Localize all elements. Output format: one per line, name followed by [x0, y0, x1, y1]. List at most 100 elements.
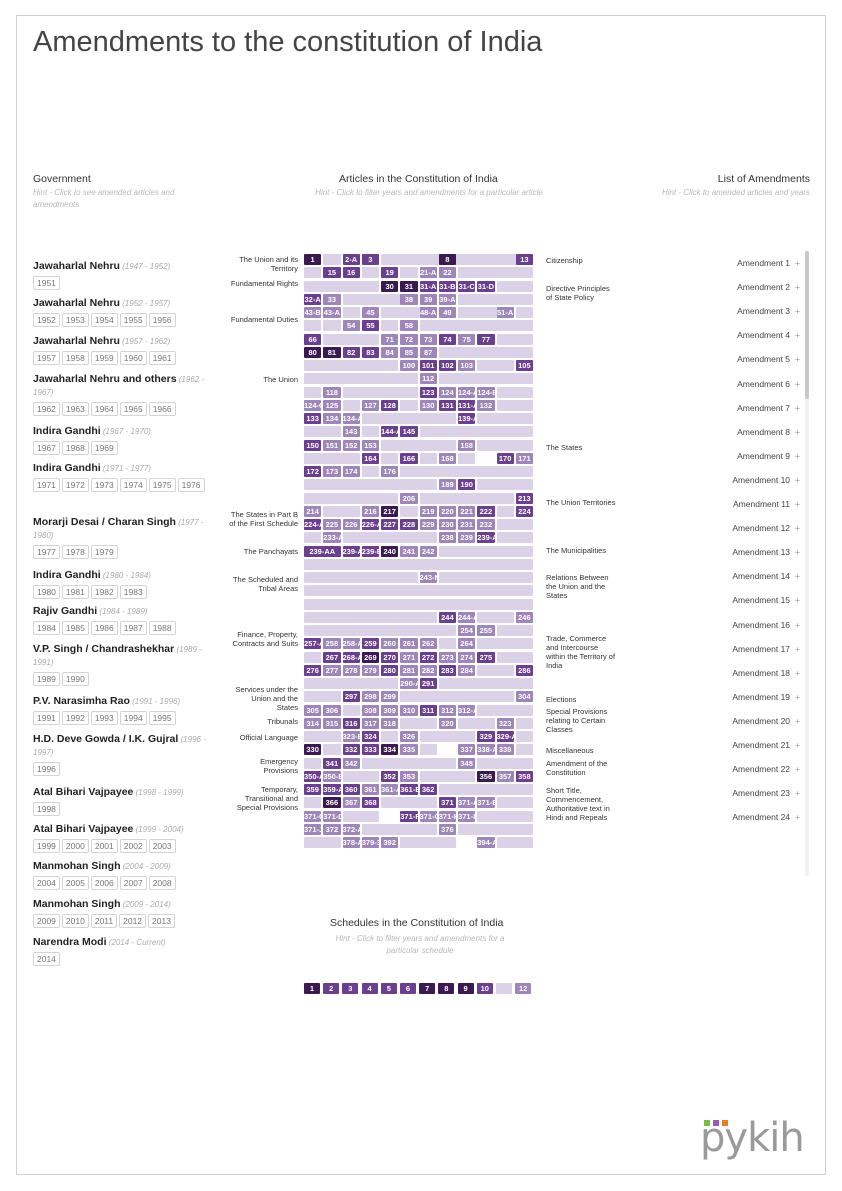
- article-cell[interactable]: 139-A: [458, 413, 476, 424]
- article-cell-empty[interactable]: [381, 797, 437, 809]
- article-cell-empty[interactable]: [361, 267, 379, 279]
- article-cell[interactable]: 333: [361, 744, 379, 756]
- article-cell-empty[interactable]: [304, 492, 399, 504]
- plus-icon[interactable]: +: [795, 691, 800, 702]
- article-cell[interactable]: 83: [361, 346, 379, 358]
- government-name[interactable]: H.D. Deve Gowda / I.K. Gujral (1996 - 19…: [33, 733, 213, 759]
- article-cell-empty[interactable]: [323, 505, 360, 517]
- article-cell[interactable]: 77: [477, 333, 495, 345]
- article-cell[interactable]: 368: [361, 797, 379, 809]
- article-cell[interactable]: 232: [477, 519, 495, 530]
- year-button[interactable]: 1966: [148, 402, 176, 416]
- article-cell[interactable]: 80: [304, 346, 322, 358]
- article-cell[interactable]: 311: [419, 704, 437, 716]
- plus-icon[interactable]: +: [795, 426, 800, 437]
- article-cell[interactable]: 150: [304, 439, 322, 451]
- article-cell-empty[interactable]: [304, 479, 437, 491]
- article-cell[interactable]: 134: [323, 413, 341, 424]
- article-cell-empty[interactable]: [342, 704, 360, 716]
- year-button[interactable]: 1975: [148, 478, 176, 492]
- article-cell[interactable]: 304: [515, 691, 533, 703]
- article-cell[interactable]: 15: [323, 267, 341, 279]
- article-cell-empty[interactable]: [361, 823, 437, 835]
- article-cell[interactable]: 308: [361, 704, 379, 716]
- year-button[interactable]: 1960: [119, 351, 147, 365]
- article-cell[interactable]: 22: [438, 267, 456, 279]
- year-button[interactable]: 1956: [148, 313, 176, 327]
- amendment-item[interactable]: Amendment 11 +: [733, 499, 800, 509]
- article-cell[interactable]: 284: [458, 664, 476, 676]
- article-cell[interactable]: 335: [400, 744, 418, 756]
- article-cell[interactable]: 371-J: [304, 823, 322, 835]
- article-cell-empty[interactable]: [361, 426, 379, 438]
- article-cell[interactable]: 43-B: [304, 307, 322, 318]
- article-cell-empty[interactable]: [304, 452, 360, 464]
- year-button[interactable]: 1989: [33, 672, 60, 686]
- amendment-item[interactable]: Amendment 1 +: [737, 258, 800, 268]
- article-cell[interactable]: 128: [381, 399, 399, 411]
- plus-icon[interactable]: +: [795, 330, 800, 341]
- article-cell[interactable]: 85: [400, 346, 418, 358]
- year-button[interactable]: 2014: [33, 952, 60, 966]
- article-cell[interactable]: 341: [323, 757, 341, 769]
- article-cell-empty[interactable]: [419, 320, 533, 332]
- article-cell[interactable]: 282: [419, 664, 437, 676]
- year-button[interactable]: 1986: [90, 621, 118, 635]
- article-cell-empty[interactable]: [342, 770, 379, 782]
- article-cell[interactable]: 371-F: [400, 810, 418, 822]
- article-cell[interactable]: 31-D: [477, 280, 495, 292]
- year-button[interactable]: 1992: [61, 711, 89, 725]
- article-cell[interactable]: 272: [419, 651, 437, 663]
- article-cell[interactable]: 71: [381, 333, 399, 345]
- article-cell-empty[interactable]: [361, 757, 456, 769]
- article-cell-empty[interactable]: [342, 810, 379, 822]
- article-cell[interactable]: 359-A: [323, 784, 341, 795]
- plus-icon[interactable]: +: [795, 306, 800, 317]
- year-button[interactable]: 1968: [61, 441, 89, 455]
- article-cell[interactable]: 356: [477, 770, 495, 782]
- year-button[interactable]: 2009: [33, 914, 60, 928]
- year-button[interactable]: 1963: [61, 402, 89, 416]
- article-cell-empty[interactable]: [304, 651, 322, 663]
- government-item[interactable]: Manmohan Singh (2009 - 2014) 2009 2010 2011…: [33, 898, 213, 929]
- article-cell[interactable]: 280: [381, 664, 399, 676]
- year-button[interactable]: 1999: [33, 839, 60, 853]
- article-cell[interactable]: 226-A: [361, 519, 379, 530]
- article-cell-empty[interactable]: [496, 651, 533, 663]
- article-cell[interactable]: 243-M: [419, 572, 437, 583]
- article-cell-empty[interactable]: [458, 307, 514, 318]
- year-button[interactable]: 1961: [148, 351, 176, 365]
- government-item[interactable]: Indira Gandhi (1967 - 1970) 1967 1968 1969: [33, 425, 213, 456]
- amendment-item[interactable]: Amendment 6 +: [737, 379, 800, 389]
- year-button[interactable]: 2006: [90, 876, 118, 890]
- article-cell-empty[interactable]: [438, 346, 533, 358]
- article-cell[interactable]: 101: [419, 360, 437, 371]
- year-button[interactable]: 1972: [61, 478, 89, 492]
- year-button[interactable]: 1967: [33, 441, 60, 455]
- article-cell[interactable]: 367: [342, 797, 360, 809]
- article-cell[interactable]: 224-A: [304, 519, 322, 530]
- article-cell-empty[interactable]: [323, 744, 341, 756]
- article-cell[interactable]: 310: [400, 704, 418, 716]
- article-cell[interactable]: 371-B: [477, 797, 495, 809]
- article-cell[interactable]: 127: [361, 399, 379, 411]
- article-cell-empty[interactable]: [381, 439, 456, 451]
- article-cell-empty[interactable]: [496, 333, 533, 345]
- article-cell-empty[interactable]: [400, 267, 418, 279]
- article-cell[interactable]: 214: [304, 505, 322, 517]
- article-cell[interactable]: 151: [323, 439, 341, 451]
- plus-icon[interactable]: +: [795, 354, 800, 365]
- plus-icon[interactable]: +: [795, 571, 800, 582]
- article-cell[interactable]: 339: [496, 744, 514, 756]
- article-cell[interactable]: 189: [438, 479, 456, 491]
- article-cell-empty[interactable]: [419, 426, 533, 438]
- article-cell-empty[interactable]: [304, 267, 322, 279]
- article-cell[interactable]: 273: [438, 651, 456, 663]
- article-cell[interactable]: 170: [496, 452, 514, 464]
- government-item[interactable]: H.D. Deve Gowda / I.K. Gujral (1996 - 19…: [33, 733, 213, 777]
- year-button[interactable]: 1988: [148, 621, 176, 635]
- article-cell-empty[interactable]: [458, 717, 495, 729]
- article-cell-empty[interactable]: [342, 399, 360, 411]
- article-cell-empty[interactable]: [438, 373, 533, 385]
- government-item[interactable]: Jawaharlal Nehru (1957 - 1962) 1957 1958 19…: [33, 335, 213, 366]
